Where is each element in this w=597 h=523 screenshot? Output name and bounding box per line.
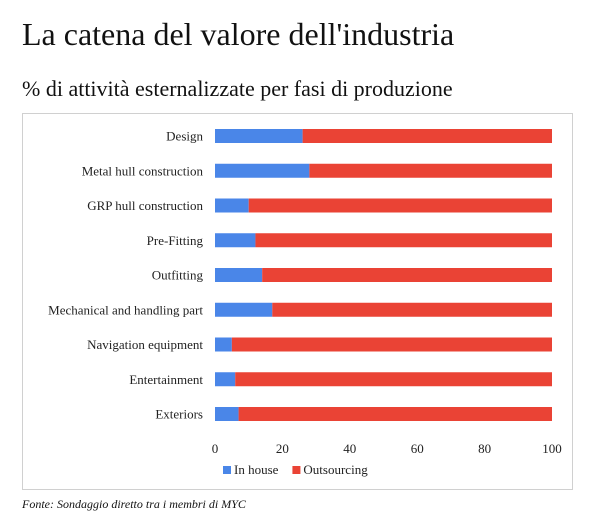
bar-outsourcing (302, 129, 552, 143)
bar-in-house (215, 302, 273, 317)
bar-in-house (215, 337, 232, 352)
x-tick-label: 0 (212, 441, 219, 456)
bar-in-house (215, 372, 236, 387)
legend-swatch-in-house (223, 466, 231, 474)
category-label: Pre-Fitting (147, 233, 204, 248)
category-label: Exteriors (155, 407, 203, 422)
bar-outsourcing (238, 407, 552, 421)
source-note: Fonte: Sondaggio diretto tra i membri di… (22, 497, 246, 511)
x-tick-label: 60 (411, 441, 424, 456)
bar-outsourcing (272, 302, 552, 317)
category-label: Metal hull construction (82, 163, 204, 178)
bar-in-house (215, 129, 303, 143)
category-label: Outfitting (152, 268, 204, 283)
bar-outsourcing (248, 198, 552, 213)
bar-in-house (215, 407, 239, 421)
bar-outsourcing (255, 233, 552, 248)
chart-area: Design Metal hull construction GRP hull co… (22, 113, 573, 490)
stacked-bar-chart: Design Metal hull construction GRP hull co… (48, 129, 562, 478)
x-tick-label: 40 (343, 441, 356, 456)
bar-outsourcing (262, 268, 552, 282)
bar-in-house (215, 163, 310, 178)
legend-label-in-house: In house (234, 462, 279, 477)
category-label: GRP hull construction (87, 198, 203, 213)
bar-in-house (215, 233, 256, 248)
bar-outsourcing (231, 337, 552, 352)
bar-in-house (215, 198, 249, 213)
bar-in-house (215, 268, 263, 282)
chart-subtitle: % di attività esternalizzate per fasi di… (22, 76, 453, 101)
category-label: Navigation equipment (87, 337, 203, 352)
category-label: Entertainment (129, 372, 203, 387)
x-tick-label: 80 (478, 441, 491, 456)
legend-swatch-outsourcing (292, 466, 301, 474)
category-label: Mechanical and handling part (48, 302, 203, 317)
category-label: Design (166, 129, 203, 144)
chart-title: La catena del valore dell'industria (22, 16, 455, 52)
bar-outsourcing (309, 163, 552, 178)
x-tick-label: 20 (276, 441, 289, 456)
x-tick-label: 100 (542, 441, 562, 456)
bar-outsourcing (235, 372, 552, 387)
legend-label-outsourcing: Outsourcing (303, 462, 368, 477)
